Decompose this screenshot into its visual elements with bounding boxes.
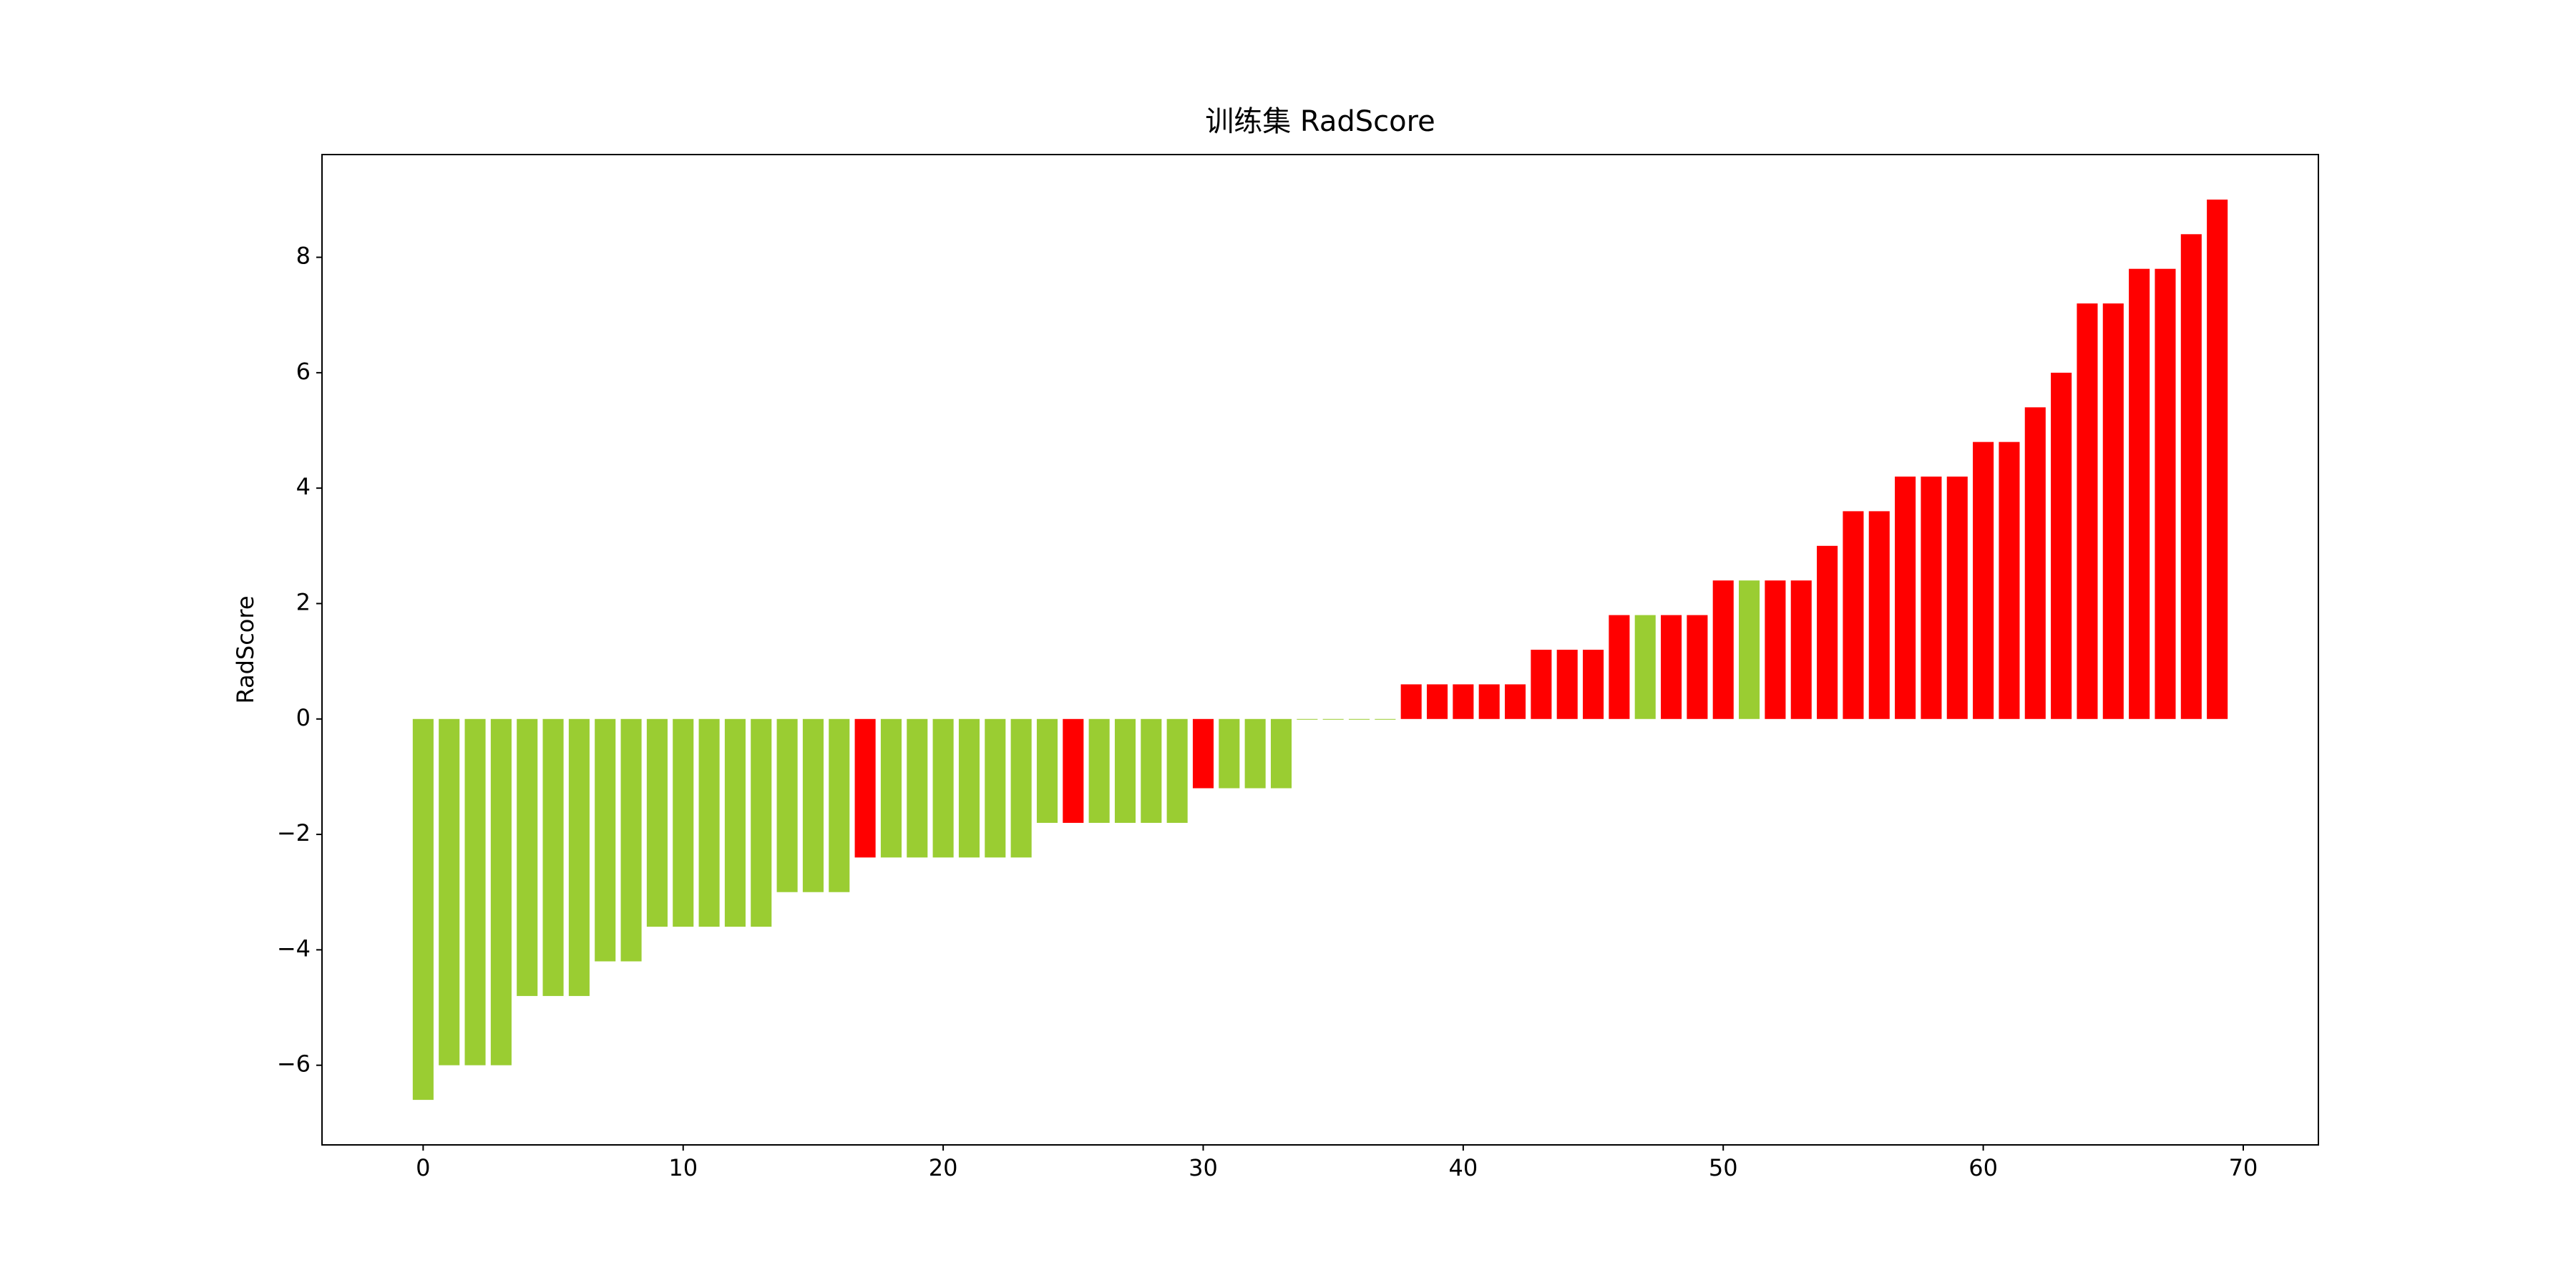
- bar: [568, 718, 590, 996]
- bar: [1063, 718, 1084, 823]
- bar: [673, 718, 694, 927]
- x-tick-label: 40: [1448, 1154, 1478, 1181]
- bar: [2102, 303, 2124, 719]
- bar: [490, 718, 512, 1065]
- bar: [1453, 684, 1474, 719]
- bar: [1739, 580, 1760, 719]
- y-tick-label: −6: [277, 1050, 311, 1078]
- bar: [1531, 650, 1552, 719]
- bar: [1556, 650, 1578, 719]
- bar: [1297, 718, 1318, 720]
- y-tick-label: 0: [296, 704, 311, 731]
- bar: [2207, 199, 2228, 719]
- bar: [1036, 718, 1058, 823]
- bar: [2129, 268, 2150, 719]
- bar: [1634, 615, 1656, 719]
- x-tick-label: 0: [416, 1154, 430, 1181]
- bar: [2024, 407, 2046, 719]
- x-tick-label: 50: [1709, 1154, 1738, 1181]
- bar: [1219, 718, 1240, 789]
- bar: [517, 718, 538, 996]
- bar: [1868, 511, 1890, 719]
- bar: [1946, 477, 1968, 719]
- bar: [958, 718, 980, 858]
- bar: [1478, 684, 1500, 719]
- x-tick-label: 60: [1968, 1154, 1998, 1181]
- bar: [412, 718, 434, 1101]
- bar: [595, 718, 616, 962]
- bar: [2180, 234, 2202, 719]
- y-tick-label: −4: [277, 935, 311, 962]
- bar: [1010, 718, 1032, 858]
- bar: [1375, 718, 1396, 720]
- bar: [542, 718, 564, 996]
- bar: [1999, 441, 2020, 719]
- y-axis-label: RadScore: [232, 595, 259, 703]
- bar: [1687, 615, 1708, 719]
- x-tick-label: 20: [929, 1154, 958, 1181]
- bar: [1322, 718, 1344, 720]
- y-tick-label: 4: [296, 473, 311, 500]
- bar: [1114, 718, 1136, 823]
- bar: [751, 718, 772, 927]
- bar: [1141, 718, 1162, 823]
- bar: [1270, 718, 1292, 789]
- bar: [1609, 615, 1630, 719]
- y-tick-label: 6: [296, 358, 311, 385]
- bar: [1712, 580, 1734, 719]
- bar: [802, 718, 824, 892]
- bar: [1426, 684, 1448, 719]
- bar: [724, 718, 746, 927]
- bar: [439, 718, 460, 1065]
- bar: [2077, 303, 2098, 719]
- bar: [1921, 477, 1942, 719]
- bar: [2051, 372, 2072, 719]
- bar: [698, 718, 720, 927]
- bar: [1348, 718, 1370, 720]
- bar: [1400, 684, 1422, 719]
- bar: [776, 718, 798, 892]
- bar: [880, 718, 902, 858]
- bar: [907, 718, 928, 858]
- bar: [1843, 511, 1864, 719]
- bar: [985, 718, 1006, 858]
- x-tick-label: 70: [2229, 1154, 2258, 1181]
- bar: [1583, 650, 1604, 719]
- bar: [1973, 441, 1994, 719]
- bar: [1192, 718, 1214, 789]
- bar: [1088, 718, 1110, 823]
- bar: [1790, 580, 1812, 719]
- bar: [1661, 615, 1682, 719]
- y-tick-label: 2: [296, 588, 311, 615]
- y-tick-label: −2: [277, 819, 311, 847]
- bar: [2155, 268, 2176, 719]
- bar: [1504, 684, 1526, 719]
- bar: [646, 718, 668, 927]
- bar: [1765, 580, 1786, 719]
- bar: [464, 718, 486, 1065]
- plot-frame: [321, 154, 2319, 1146]
- bar: [932, 718, 954, 858]
- chart-title: 训练集 RadScore: [1205, 105, 1435, 138]
- x-tick-label: 30: [1189, 1154, 1218, 1181]
- bar: [854, 718, 876, 858]
- bar: [620, 718, 642, 962]
- bar: [1817, 545, 1838, 719]
- x-tick-label: 10: [668, 1154, 698, 1181]
- bar: [1244, 718, 1266, 789]
- y-tick-label: 8: [296, 243, 311, 270]
- bar: [829, 718, 850, 892]
- bar: [1166, 718, 1188, 823]
- bar: [1895, 477, 1916, 719]
